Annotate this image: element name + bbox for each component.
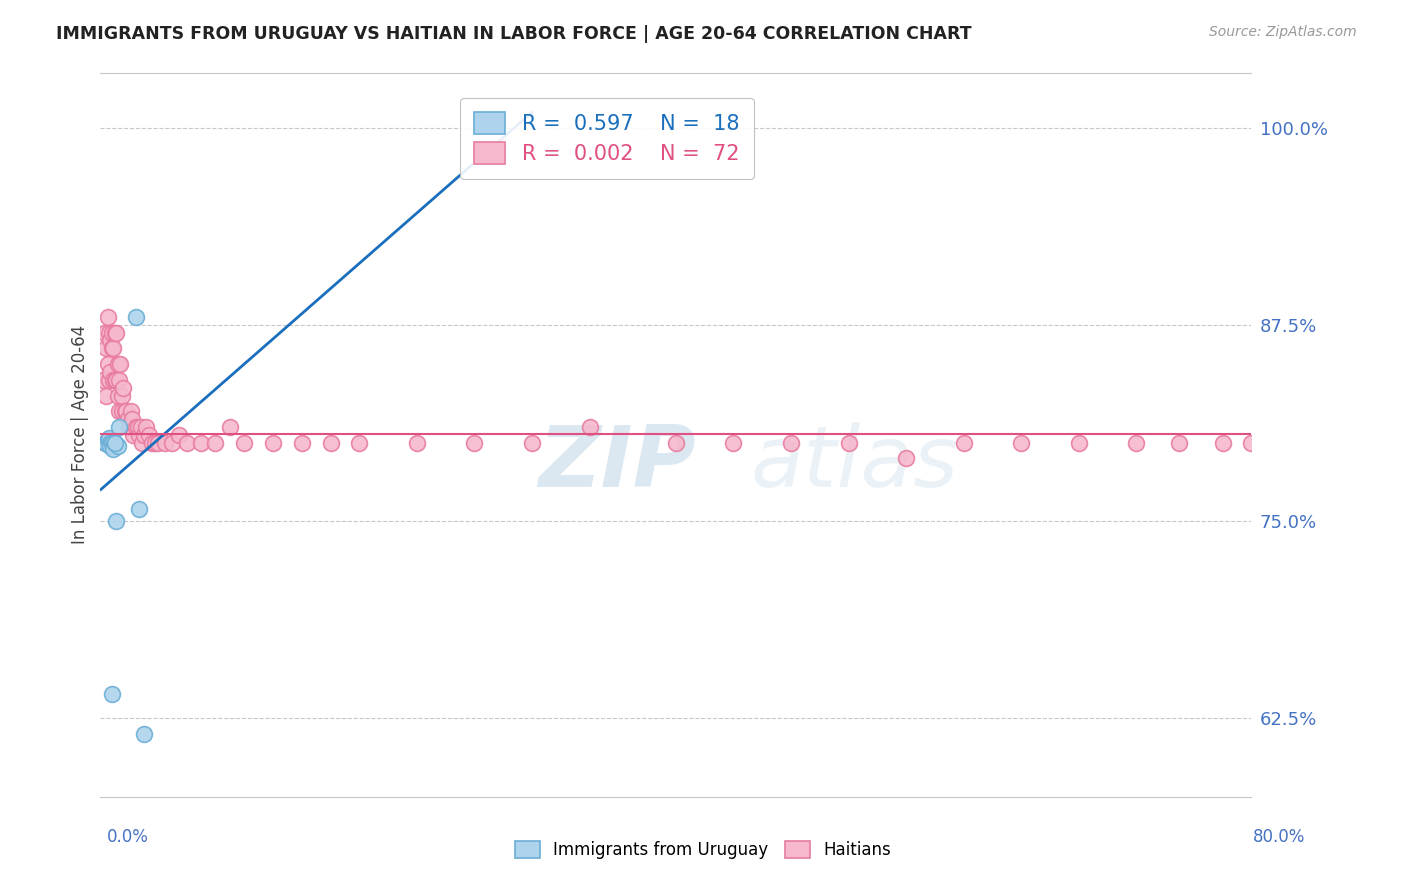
Point <box>96 433 118 447</box>
Point <box>108 373 131 387</box>
Point <box>105 515 128 529</box>
Point <box>723 435 745 450</box>
Point <box>349 435 371 450</box>
Point <box>98 373 121 387</box>
Point <box>101 326 124 340</box>
Point <box>780 435 803 450</box>
Point <box>169 427 191 442</box>
Point <box>104 326 127 340</box>
Point <box>1125 435 1147 450</box>
Point <box>153 435 176 450</box>
Point <box>262 435 284 450</box>
Point <box>233 435 256 450</box>
Point <box>100 365 122 379</box>
Point <box>128 501 150 516</box>
Point <box>94 341 117 355</box>
Point <box>146 435 169 450</box>
Point <box>143 435 166 450</box>
Text: IMMIGRANTS FROM URUGUAY VS HAITIAN IN LABOR FORCE | AGE 20-64 CORRELATION CHART: IMMIGRANTS FROM URUGUAY VS HAITIAN IN LA… <box>56 25 972 43</box>
Point <box>141 435 163 450</box>
Point <box>120 404 142 418</box>
Point <box>107 388 129 402</box>
Point <box>291 435 314 450</box>
Point <box>112 381 135 395</box>
Point <box>104 435 127 450</box>
Point <box>176 435 198 450</box>
Point <box>100 334 122 348</box>
Point <box>218 420 240 434</box>
Point <box>96 357 118 371</box>
Legend: R =  0.597    N =  18, R =  0.002    N =  72: R = 0.597 N = 18, R = 0.002 N = 72 <box>460 98 754 178</box>
Y-axis label: In Labor Force | Age 20-64: In Labor Force | Age 20-64 <box>72 326 89 544</box>
Point <box>114 404 136 418</box>
Text: ZIP: ZIP <box>537 422 696 505</box>
Point <box>1212 435 1234 450</box>
Point <box>131 435 153 450</box>
Point <box>111 404 134 418</box>
Point <box>1067 435 1090 450</box>
Text: 80.0%: 80.0% <box>1253 828 1305 846</box>
Point <box>406 435 429 450</box>
Point <box>894 451 917 466</box>
Point <box>125 310 148 324</box>
Point <box>665 435 688 450</box>
Point <box>100 435 122 450</box>
Point <box>110 357 132 371</box>
Point <box>103 341 125 355</box>
Point <box>162 435 184 450</box>
Point <box>94 435 117 450</box>
Point <box>94 388 117 402</box>
Point <box>103 373 125 387</box>
Point <box>108 420 131 434</box>
Point <box>100 439 122 453</box>
Point <box>98 431 121 445</box>
Point <box>129 420 152 434</box>
Point <box>578 420 600 434</box>
Point <box>1168 435 1191 450</box>
Point <box>319 435 342 450</box>
Point <box>1010 435 1032 450</box>
Point <box>122 427 145 442</box>
Point <box>952 435 974 450</box>
Legend: Immigrants from Uruguay, Haitians: Immigrants from Uruguay, Haitians <box>508 834 898 866</box>
Point <box>190 435 212 450</box>
Point <box>520 435 543 450</box>
Point <box>101 341 124 355</box>
Point <box>111 388 134 402</box>
Point <box>117 412 139 426</box>
Point <box>107 357 129 371</box>
Text: atlas: atlas <box>751 422 959 505</box>
Point <box>132 727 155 741</box>
Point <box>108 404 131 418</box>
Point <box>125 420 148 434</box>
Point <box>93 435 115 450</box>
Point <box>101 435 124 450</box>
Point <box>838 435 860 450</box>
Point <box>127 420 149 434</box>
Point <box>105 326 128 340</box>
Text: 0.0%: 0.0% <box>107 828 149 846</box>
Point <box>118 420 141 434</box>
Point <box>135 420 157 434</box>
Point <box>103 442 125 456</box>
Point <box>128 427 150 442</box>
Point <box>463 435 485 450</box>
Text: Source: ZipAtlas.com: Source: ZipAtlas.com <box>1209 25 1357 39</box>
Point <box>115 404 138 418</box>
Point <box>104 435 127 450</box>
Point <box>105 373 128 387</box>
Point <box>132 427 155 442</box>
Point <box>103 439 125 453</box>
Point <box>96 310 118 324</box>
Point <box>98 326 121 340</box>
Point <box>204 435 226 450</box>
Point <box>107 439 129 453</box>
Point <box>91 373 114 387</box>
Point <box>121 412 143 426</box>
Point <box>104 373 127 387</box>
Point <box>101 688 124 702</box>
Point <box>138 427 160 442</box>
Point <box>1240 435 1263 450</box>
Point <box>93 326 115 340</box>
